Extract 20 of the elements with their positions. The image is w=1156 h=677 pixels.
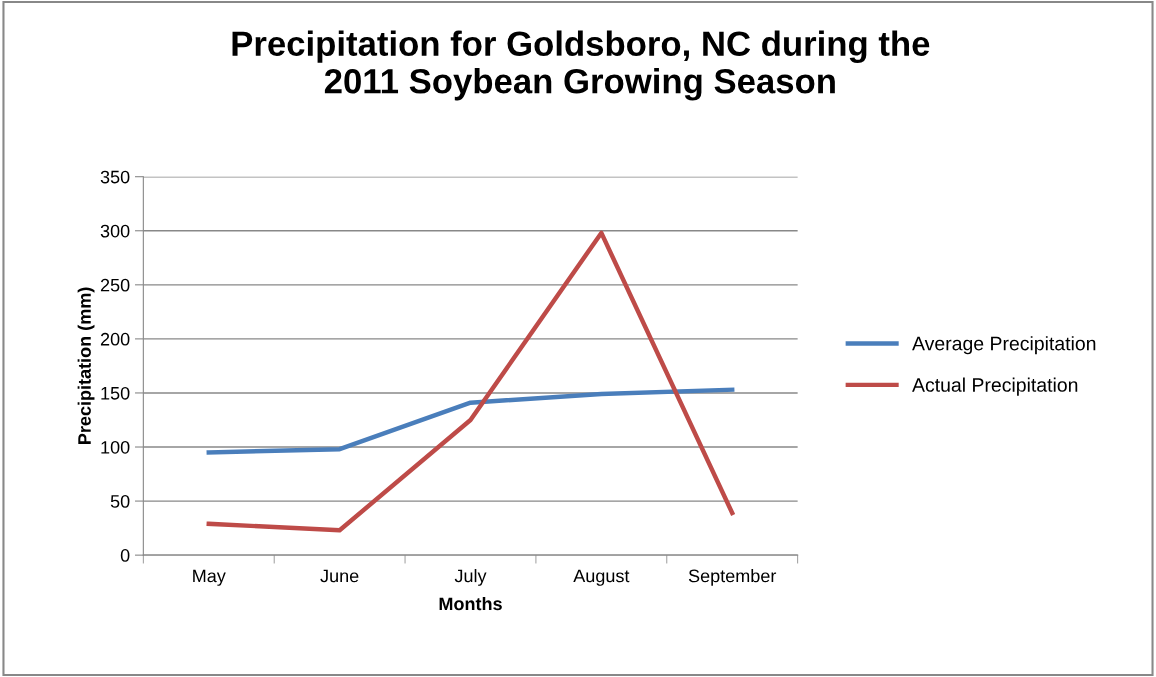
y-tick-label: 0 [120, 549, 130, 562]
line-series [206, 387, 735, 455]
x-tick-label: August [573, 569, 630, 586]
x-tick-label: July [454, 569, 487, 586]
chart-title: Precipitation for Goldsboro, NC during the 2011 Soybean Growing Season [232, 30, 930, 101]
y-tick-label: 150 [101, 386, 130, 400]
y-tick-label: 200 [100, 332, 130, 346]
legend-label: Average Precipitation [912, 336, 1096, 355]
legend-label: Actual Precipitation [912, 377, 1078, 396]
y-tick-label: 250 [100, 278, 130, 292]
y-tick-label: 50 [110, 495, 130, 508]
x-tick-label: June [320, 569, 359, 583]
x-axis-title: Months [439, 596, 502, 611]
y-axis-title: Precipitation (mm) [77, 287, 95, 444]
x-tick-label: May [193, 569, 226, 586]
line-series [206, 230, 735, 533]
x-tick-label: September [688, 569, 777, 586]
y-tick-label: 100 [101, 440, 130, 454]
y-tick-label: 350 [100, 170, 130, 184]
y-tick-label: 300 [100, 224, 130, 238]
